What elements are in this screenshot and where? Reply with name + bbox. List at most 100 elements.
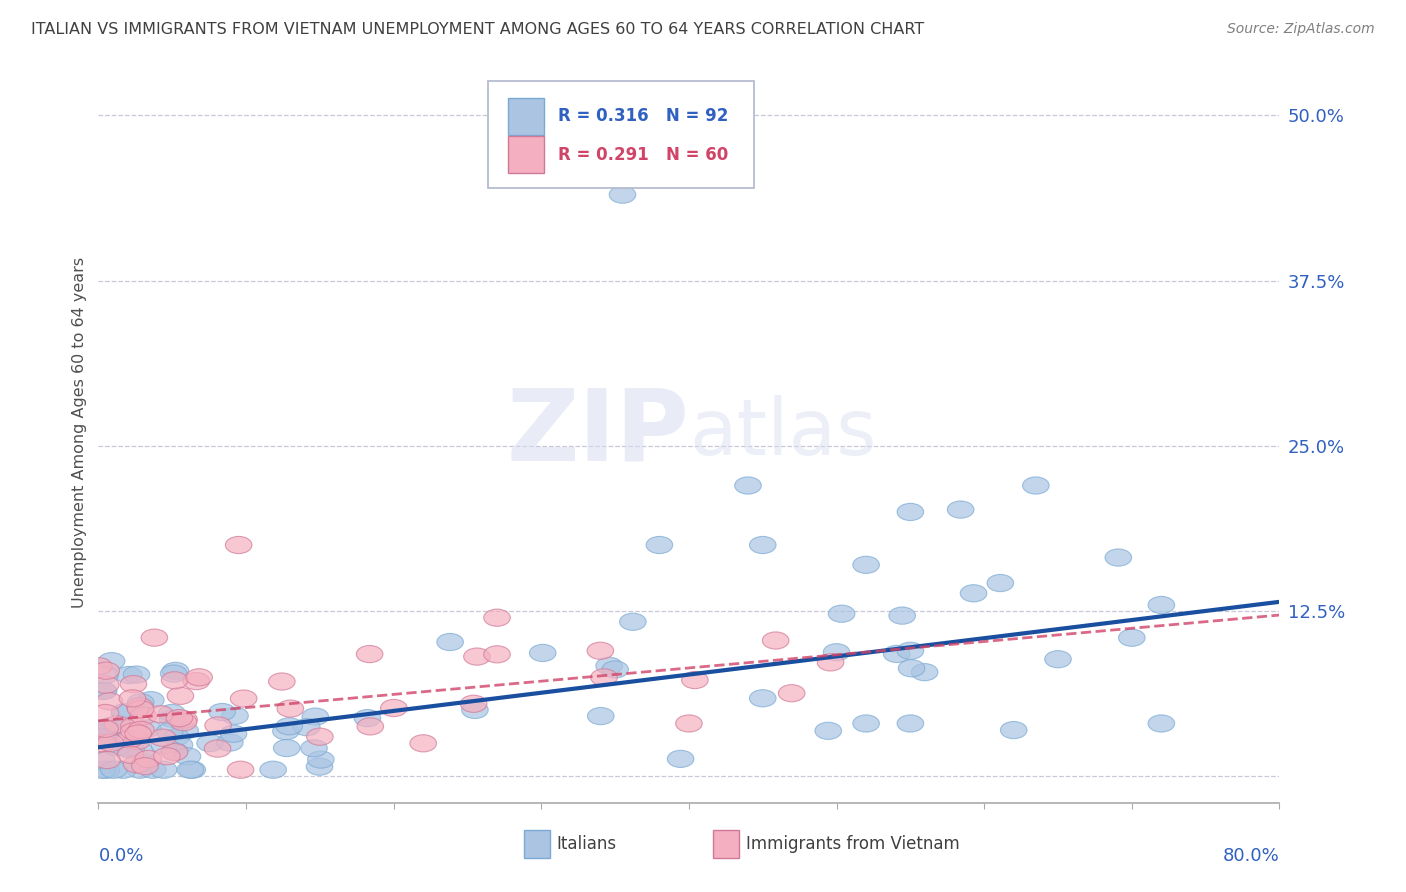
Ellipse shape <box>162 672 188 689</box>
Ellipse shape <box>186 669 212 686</box>
Ellipse shape <box>307 728 333 746</box>
Ellipse shape <box>225 536 252 554</box>
Ellipse shape <box>93 761 120 779</box>
Ellipse shape <box>150 761 177 779</box>
Ellipse shape <box>437 633 464 650</box>
Y-axis label: Unemployment Among Ages 60 to 64 years: Unemployment Among Ages 60 to 64 years <box>72 257 87 608</box>
Ellipse shape <box>91 720 118 738</box>
Ellipse shape <box>647 536 672 554</box>
Ellipse shape <box>301 739 328 756</box>
Ellipse shape <box>735 477 761 494</box>
Ellipse shape <box>588 642 613 659</box>
Ellipse shape <box>179 761 205 779</box>
Ellipse shape <box>883 645 910 663</box>
Ellipse shape <box>163 729 190 746</box>
Ellipse shape <box>112 739 139 756</box>
Ellipse shape <box>273 739 299 756</box>
Ellipse shape <box>128 700 153 718</box>
Ellipse shape <box>128 694 153 711</box>
Ellipse shape <box>170 714 197 731</box>
Ellipse shape <box>354 709 381 727</box>
Ellipse shape <box>139 761 166 779</box>
Ellipse shape <box>166 737 193 754</box>
Ellipse shape <box>93 662 120 680</box>
FancyBboxPatch shape <box>508 136 544 173</box>
Ellipse shape <box>222 707 249 724</box>
Ellipse shape <box>676 714 702 732</box>
Ellipse shape <box>897 642 924 659</box>
Ellipse shape <box>127 698 153 715</box>
Ellipse shape <box>1149 714 1174 732</box>
Ellipse shape <box>89 734 115 752</box>
FancyBboxPatch shape <box>488 81 754 188</box>
Ellipse shape <box>381 699 408 716</box>
Ellipse shape <box>588 707 614 724</box>
Ellipse shape <box>118 741 145 758</box>
Ellipse shape <box>308 751 335 768</box>
Ellipse shape <box>96 693 122 710</box>
Ellipse shape <box>302 708 329 725</box>
Ellipse shape <box>897 714 924 732</box>
Ellipse shape <box>135 720 162 737</box>
Ellipse shape <box>124 666 150 683</box>
Ellipse shape <box>91 666 118 683</box>
Ellipse shape <box>460 695 486 713</box>
Ellipse shape <box>484 609 510 626</box>
Ellipse shape <box>149 729 176 747</box>
Ellipse shape <box>89 752 115 769</box>
FancyBboxPatch shape <box>523 830 550 858</box>
Ellipse shape <box>209 704 235 721</box>
Text: 0.0%: 0.0% <box>98 847 143 865</box>
Ellipse shape <box>104 739 131 756</box>
Text: R = 0.316   N = 92: R = 0.316 N = 92 <box>558 108 728 126</box>
Ellipse shape <box>159 710 186 728</box>
Ellipse shape <box>170 711 197 728</box>
Ellipse shape <box>150 737 177 754</box>
Ellipse shape <box>461 701 488 719</box>
Ellipse shape <box>97 721 124 738</box>
Text: ZIP: ZIP <box>506 384 689 481</box>
Ellipse shape <box>620 613 647 631</box>
Ellipse shape <box>93 729 120 746</box>
Ellipse shape <box>121 717 148 734</box>
Ellipse shape <box>156 723 183 740</box>
Ellipse shape <box>411 735 436 752</box>
Ellipse shape <box>356 646 382 663</box>
Ellipse shape <box>1119 629 1144 647</box>
Ellipse shape <box>90 682 117 699</box>
Ellipse shape <box>159 705 186 722</box>
Ellipse shape <box>1045 650 1071 668</box>
Ellipse shape <box>124 732 150 749</box>
Ellipse shape <box>148 706 174 723</box>
Ellipse shape <box>602 661 628 678</box>
Ellipse shape <box>127 761 153 779</box>
Ellipse shape <box>115 666 142 683</box>
Ellipse shape <box>815 723 842 739</box>
Ellipse shape <box>484 646 510 663</box>
Ellipse shape <box>98 717 124 734</box>
Ellipse shape <box>897 503 924 521</box>
FancyBboxPatch shape <box>713 830 738 858</box>
Ellipse shape <box>125 725 152 742</box>
Ellipse shape <box>749 536 776 554</box>
Ellipse shape <box>277 700 304 717</box>
Text: Immigrants from Vietnam: Immigrants from Vietnam <box>745 835 959 854</box>
Ellipse shape <box>135 750 162 768</box>
Ellipse shape <box>1022 477 1049 494</box>
Ellipse shape <box>204 740 231 757</box>
Ellipse shape <box>609 186 636 203</box>
Ellipse shape <box>138 691 165 709</box>
Ellipse shape <box>205 717 232 734</box>
Ellipse shape <box>162 662 188 680</box>
Ellipse shape <box>948 501 974 518</box>
Ellipse shape <box>779 685 806 702</box>
Ellipse shape <box>117 747 143 764</box>
Ellipse shape <box>111 704 138 721</box>
Ellipse shape <box>596 657 623 674</box>
Ellipse shape <box>183 673 209 690</box>
Ellipse shape <box>828 605 855 623</box>
Ellipse shape <box>93 705 118 722</box>
Ellipse shape <box>160 665 187 682</box>
Ellipse shape <box>1105 549 1132 566</box>
Ellipse shape <box>231 690 257 707</box>
